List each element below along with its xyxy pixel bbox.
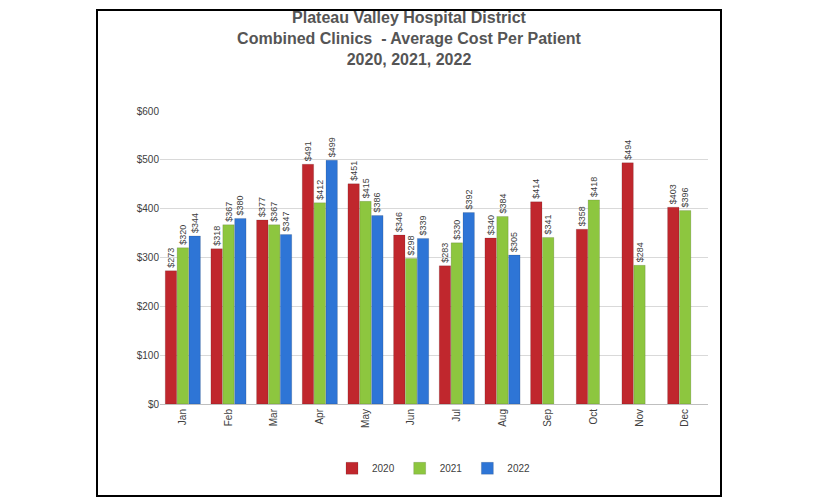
svg-text:$298: $298 [406, 235, 416, 255]
svg-text:Jul: Jul [451, 409, 462, 422]
svg-text:$451: $451 [349, 161, 359, 181]
svg-text:$344: $344 [190, 213, 200, 233]
svg-text:$377: $377 [257, 197, 267, 217]
svg-text:$500: $500 [137, 154, 160, 165]
svg-text:2020: 2020 [372, 463, 395, 474]
svg-text:2021: 2021 [440, 463, 463, 474]
svg-text:$386: $386 [372, 192, 382, 212]
svg-text:Sep: Sep [542, 409, 553, 427]
svg-text:$412: $412 [315, 180, 325, 200]
svg-text:$499: $499 [327, 137, 337, 157]
svg-text:Plateau Valley Hospital Distri: Plateau Valley Hospital DistrictCombined… [237, 11, 581, 68]
svg-text:$491: $491 [303, 141, 313, 161]
svg-text:$392: $392 [464, 190, 474, 210]
svg-text:$341: $341 [543, 214, 553, 234]
svg-text:$494: $494 [623, 140, 633, 160]
svg-text:$273: $273 [166, 248, 176, 268]
svg-text:Mar: Mar [268, 408, 279, 426]
svg-text:$320: $320 [178, 225, 188, 245]
svg-text:$415: $415 [361, 178, 371, 198]
svg-text:$418: $418 [589, 177, 599, 197]
svg-text:$340: $340 [486, 215, 496, 235]
svg-text:Dec: Dec [679, 409, 690, 427]
svg-text:$318: $318 [212, 226, 222, 246]
svg-text:May: May [360, 409, 371, 428]
svg-text:$339: $339 [418, 215, 428, 235]
svg-text:Nov: Nov [634, 409, 645, 427]
svg-text:Aug: Aug [497, 409, 508, 427]
svg-text:$330: $330 [452, 220, 462, 240]
svg-text:Feb: Feb [223, 409, 234, 427]
svg-text:$200: $200 [137, 301, 160, 312]
svg-text:$367: $367 [269, 202, 279, 222]
svg-text:$367: $367 [224, 202, 234, 222]
svg-text:$396: $396 [680, 188, 690, 208]
svg-text:2022: 2022 [507, 463, 530, 474]
svg-text:$400: $400 [137, 203, 160, 214]
svg-text:$100: $100 [137, 350, 160, 361]
svg-text:Jan: Jan [177, 409, 188, 425]
svg-text:$284: $284 [635, 242, 645, 262]
svg-text:Apr: Apr [314, 408, 325, 424]
svg-text:$283: $283 [440, 243, 450, 263]
svg-text:$0: $0 [148, 399, 160, 410]
svg-text:$600: $600 [137, 106, 160, 117]
svg-text:$384: $384 [498, 193, 508, 213]
svg-text:$414: $414 [531, 179, 541, 199]
svg-text:$380: $380 [235, 195, 245, 215]
svg-text:$305: $305 [509, 232, 519, 252]
svg-text:Oct: Oct [588, 409, 599, 425]
svg-text:$403: $403 [668, 184, 678, 204]
svg-text:$346: $346 [394, 212, 404, 232]
svg-text:$358: $358 [577, 206, 587, 226]
svg-text:$300: $300 [137, 252, 160, 263]
svg-text:Jun: Jun [405, 409, 416, 425]
svg-text:$347: $347 [281, 212, 291, 232]
